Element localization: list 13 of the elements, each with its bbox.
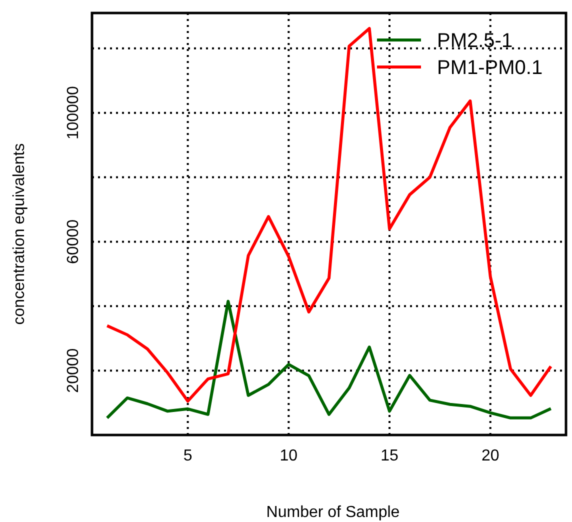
legend-label: PM2.5-1 (437, 30, 513, 52)
y-tick-label: 100000 (65, 86, 82, 140)
y-axis-title: concentration equivalents (11, 143, 28, 325)
x-tick-label: 10 (280, 447, 298, 464)
y-tick-label: 60000 (65, 219, 82, 264)
y-tick-label: 20000 (65, 348, 82, 393)
x-tick-label: 15 (380, 447, 399, 464)
x-axis-title: Number of Sample (266, 504, 400, 521)
line-series (106, 26, 552, 403)
legend-label: PM1-PM0.1 (437, 57, 543, 79)
x-tick-label: 20 (481, 447, 500, 464)
line-series (106, 300, 552, 420)
x-tick-label: 5 (183, 447, 192, 464)
